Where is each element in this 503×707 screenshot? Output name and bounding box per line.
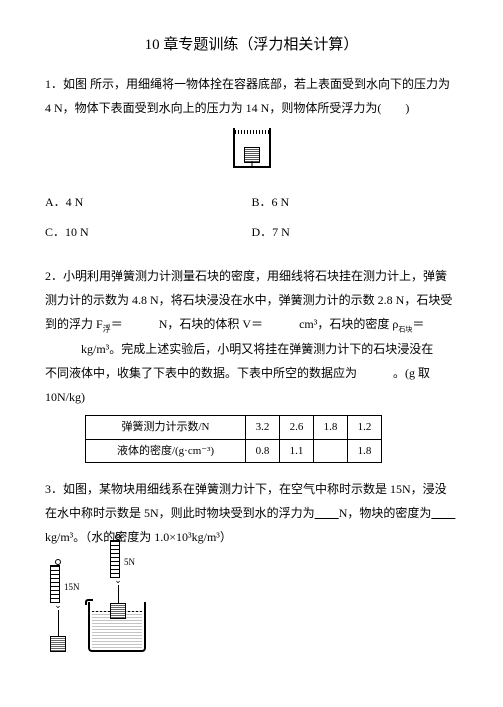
cell: 3.2 [246, 416, 280, 440]
cell: 1.8 [314, 416, 348, 440]
q1-figure [45, 128, 458, 176]
question-2: 2．小明利用弹簧测力计测量石块的密度，用细线将石块挂在测力计上，弹簧 测力计的示… [45, 264, 458, 463]
q2-line6: 10N/kg) [45, 385, 458, 409]
q2-line2: 测力计的示数为 4.8 N，将石块浸没在水中，弹簧测力计的示数 2.8 N，石块… [45, 288, 458, 312]
spring-scale-air: 15N ⌄ [50, 559, 66, 652]
cell: 1.2 [348, 416, 382, 440]
q3-line1: 3．如图，某物块用细线系在弹簧测力计下，在空气中称时示数是 15N，浸没 [45, 477, 458, 501]
page-title: 10 章专题训练（浮力相关计算） [45, 30, 458, 60]
option-c: C．10 N [45, 220, 252, 244]
question-3: 3．如图，某物块用细线系在弹簧测力计下，在空气中称时示数是 15N，浸没 在水中… [45, 477, 458, 652]
scale-label-15n: 15N [64, 578, 80, 596]
cell: 2.6 [280, 416, 314, 440]
q2-line3: 到的浮力 F浮＝ N，石块的体积 V＝ cm³，石块的密度 ρ石块＝ [45, 312, 458, 337]
scale-label-5n: 5N [124, 553, 135, 571]
q3-line2: 在水中称时示数是 5N，则此时物块受到水的浮力为 N，物块的密度为 [45, 501, 458, 525]
cell: 0.8 [246, 439, 280, 463]
q3-figure: 15N ⌄ 5N ⌄ [50, 559, 458, 652]
row1-label: 弹簧测力计示数/N [86, 416, 246, 440]
row2-label: 液体的密度/(g·cm⁻³) [86, 439, 246, 463]
cell: 1.1 [280, 439, 314, 463]
option-b: B．6 N [252, 190, 459, 214]
option-d: D．7 N [252, 220, 459, 244]
q1-line1: 1．如图 所示，用细绳将一物体拴在容器底部，若上表面受到水向下的压力为 [45, 72, 458, 96]
q3-line3: kg/m³。（水的密度为 1.0×10³kg/m³） [45, 525, 458, 549]
q2-line1: 2．小明利用弹簧测力计测量石块的密度，用细线将石块挂在测力计上，弹簧 [45, 264, 458, 288]
table-row: 弹簧测力计示数/N 3.2 2.6 1.8 1.2 [86, 416, 382, 440]
q2-table: 弹簧测力计示数/N 3.2 2.6 1.8 1.2 液体的密度/(g·cm⁻³)… [85, 415, 458, 463]
q2-line4: kg/m³。完成上述实验后，小明又将挂在弹簧测力计下的石块浸没在 [45, 337, 458, 361]
option-a: A．4 N [45, 190, 252, 214]
q1-line2: 4 N，物体下表面受到水向上的压力为 14 N，则物体所受浮力为( ) [45, 96, 458, 120]
cell [314, 439, 348, 463]
spring-scale-water: 5N ⌄ [88, 602, 146, 652]
table-row: 液体的密度/(g·cm⁻³) 0.8 1.1 1.8 [86, 439, 382, 463]
question-1: 1．如图 所示，用细绳将一物体拴在容器底部，若上表面受到水向下的压力为 4 N，… [45, 72, 458, 244]
q1-options: A．4 N B．6 N C．10 N D．7 N [45, 190, 458, 244]
cell: 1.8 [348, 439, 382, 463]
q2-line5: 不同液体中，收集了下表中的数据。下表中所空的数据应为 。(g 取 [45, 361, 458, 385]
